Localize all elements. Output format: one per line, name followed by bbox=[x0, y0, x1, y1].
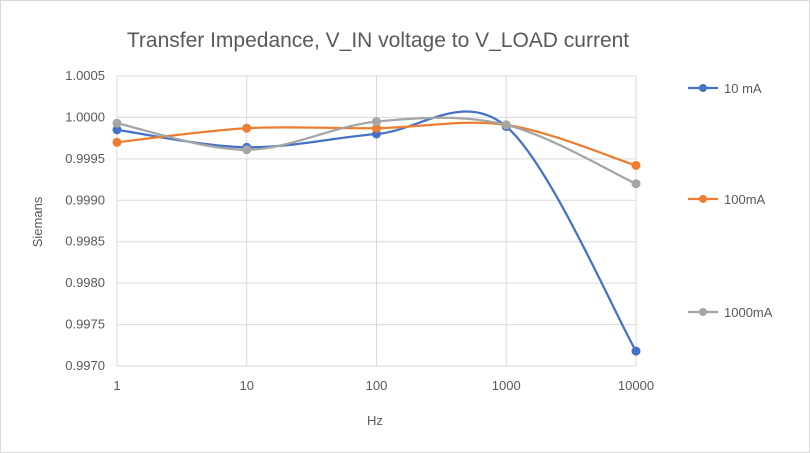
data-point bbox=[112, 137, 122, 147]
x-tick-label: 1000 bbox=[492, 378, 521, 393]
data-point bbox=[501, 120, 511, 130]
chart-title: Transfer Impedance, V_IN voltage to V_LO… bbox=[127, 29, 629, 52]
data-point bbox=[372, 117, 381, 127]
data-point bbox=[631, 346, 641, 356]
y-tick-label: 1.0000 bbox=[65, 109, 105, 124]
y-tick-label: 0.9970 bbox=[65, 358, 105, 373]
legend-label: 10 mA bbox=[724, 81, 762, 96]
y-tick-label: 0.9975 bbox=[65, 317, 105, 332]
legend-label: 1000mA bbox=[724, 305, 773, 320]
series-group bbox=[112, 110, 641, 356]
x-tick-label: 10000 bbox=[618, 378, 654, 393]
y-tick-label: 0.9995 bbox=[65, 151, 105, 166]
series-line bbox=[115, 110, 638, 353]
x-axis-tick-labels: 1 10 100 1000 10000 bbox=[113, 378, 654, 393]
x-tick-label: 1 bbox=[113, 378, 120, 393]
y-tick-label: 1.0005 bbox=[65, 68, 105, 83]
y-axis-tick-labels: 0.9970 0.9975 0.9980 0.9985 0.9990 0.9995 1.00… bbox=[65, 68, 105, 373]
x-tick-label: 100 bbox=[366, 378, 388, 393]
legend-marker bbox=[699, 84, 707, 92]
data-point bbox=[242, 145, 252, 155]
legend: 10 mA 100mA 1000mA bbox=[688, 81, 773, 320]
data-point bbox=[631, 160, 641, 170]
y-tick-label: 0.9980 bbox=[65, 275, 105, 290]
y-axis-title: Siemans bbox=[30, 196, 45, 247]
x-tick-label: 10 bbox=[240, 378, 254, 393]
y-tick-label: 0.9990 bbox=[65, 192, 105, 207]
x-axis-title: Hz bbox=[367, 413, 383, 428]
legend-marker bbox=[699, 308, 707, 316]
y-tick-label: 0.9985 bbox=[65, 234, 105, 249]
legend-label: 100mA bbox=[724, 192, 766, 207]
data-point bbox=[242, 123, 252, 133]
data-point bbox=[112, 118, 122, 128]
legend-marker bbox=[699, 195, 707, 203]
data-point bbox=[631, 179, 641, 189]
